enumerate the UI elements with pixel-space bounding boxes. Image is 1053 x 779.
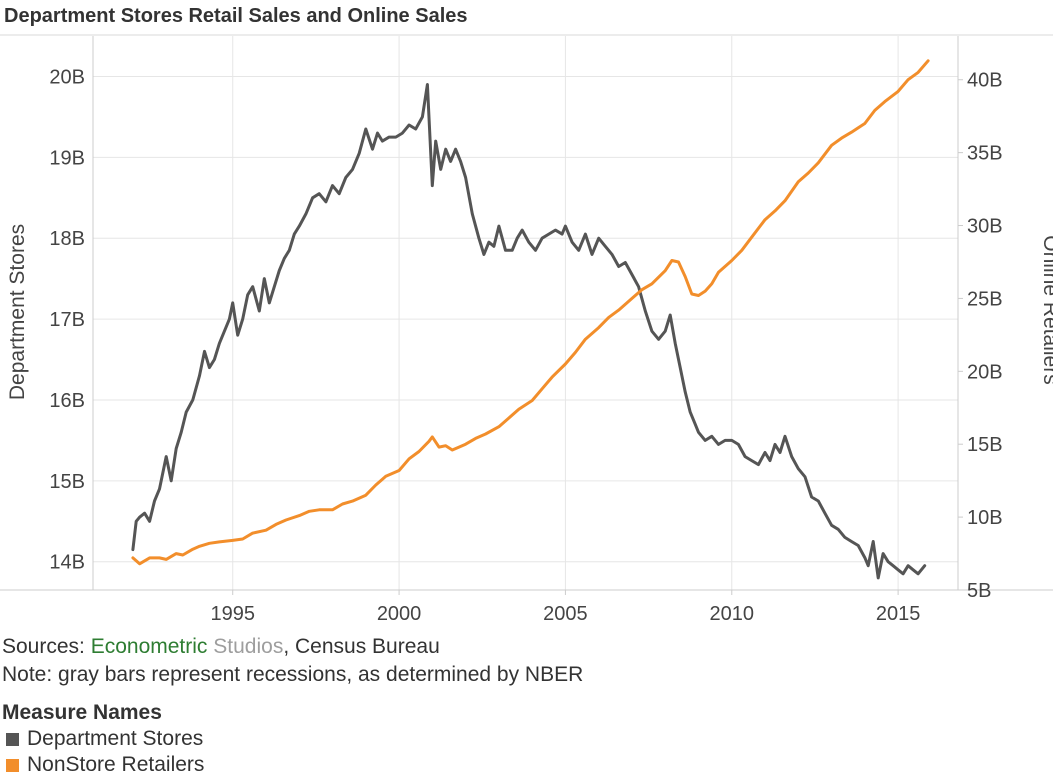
x-tick-label-2010: 2010 xyxy=(710,603,755,625)
y-tick-label-14B: 14B xyxy=(49,552,85,574)
legend-swatch-nonstore-retailers xyxy=(6,758,19,772)
legend: Measure Names Department Stores NonStore… xyxy=(2,700,204,778)
note-line: Note: gray bars represent recessions, as… xyxy=(2,663,584,686)
y-tick-label-16B: 16B xyxy=(49,390,85,412)
sources-link-econometric[interactable]: Econometric xyxy=(90,635,208,658)
x-tick-label-2005: 2005 xyxy=(543,603,588,625)
legend-item-nonstore-retailers[interactable]: NonStore Retailers xyxy=(2,752,204,778)
sources-suffix: , Census Bureau xyxy=(283,635,440,658)
x-tick-label-1995: 1995 xyxy=(210,603,255,625)
y-tick-label-18B: 18B xyxy=(49,228,85,250)
x-tick-label-2015: 2015 xyxy=(876,603,921,625)
y2-tick-label-25B: 25B xyxy=(967,288,1003,310)
chart-title: Department Stores Retail Sales and Onlin… xyxy=(4,5,468,27)
series-line-nonstore-retailers xyxy=(131,59,930,566)
legend-label: Department Stores xyxy=(27,727,204,750)
gridlines xyxy=(93,36,958,590)
y-tick-label-17B: 17B xyxy=(49,309,85,331)
y2-tick-label-20B: 20B xyxy=(967,361,1003,383)
axes xyxy=(0,36,1053,595)
legend-swatch-department-stores xyxy=(6,732,19,746)
y2-tick-label-40B: 40B xyxy=(967,70,1003,92)
tick-labels: 14B 15B 16B 17B 18B 19B 20B 5B 10B 15B 20B 25B 30B 35… xyxy=(49,66,1002,625)
y-tick-label-20B: 20B xyxy=(49,66,85,88)
sources-link-studios[interactable]: Studios xyxy=(213,635,284,658)
y2-tick-label-30B: 30B xyxy=(967,216,1003,238)
sources-line: Sources: Econometric Studios, Census Bur… xyxy=(2,633,583,661)
x-tick-label-2000: 2000 xyxy=(377,603,422,625)
y-tick-label-15B: 15B xyxy=(49,471,85,493)
y-tick-label-19B: 19B xyxy=(49,147,85,169)
y-axis-title-left: Department Stores xyxy=(6,224,29,400)
series-line-department-stores xyxy=(131,83,927,580)
legend-item-department-stores[interactable]: Department Stores xyxy=(2,726,204,752)
y2-tick-label-5B: 5B xyxy=(967,580,991,602)
y2-tick-label-15B: 15B xyxy=(967,434,1003,456)
y2-tick-label-10B: 10B xyxy=(967,507,1003,529)
chart-footer: Sources: Econometric Studios, Census Bur… xyxy=(2,633,583,689)
chart-area: 14B 15B 16B 17B 18B 19B 20B 5B 10B 15B 20B 25B 30B 35… xyxy=(0,34,1053,625)
legend-title: Measure Names xyxy=(2,701,162,724)
y-axis-title-right: Online Retailers xyxy=(1039,235,1053,384)
sources-prefix: Sources: xyxy=(2,635,91,658)
series xyxy=(131,59,930,580)
legend-label: NonStore Retailers xyxy=(27,753,205,776)
y2-tick-label-35B: 35B xyxy=(967,143,1003,165)
